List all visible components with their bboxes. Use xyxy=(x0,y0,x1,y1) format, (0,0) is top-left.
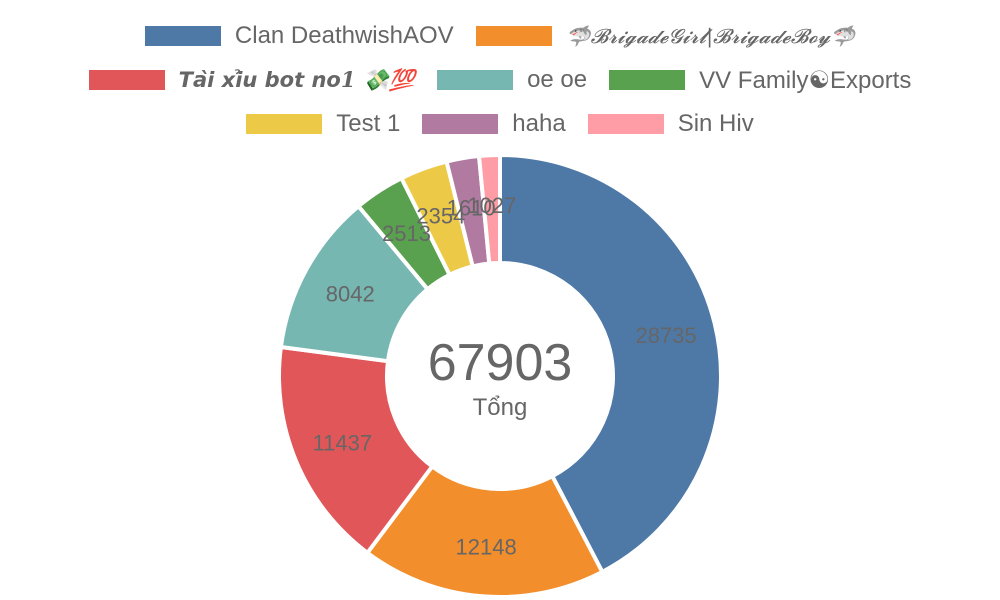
slice-value-label: 11437 xyxy=(313,430,373,455)
legend-item-brigade[interactable]: 🦈𝓑𝓻𝓲𝓰𝓪𝓭𝓮𝓖𝓲𝓻𝓵|𝓑𝓻𝓲𝓰𝓪𝓭𝓮𝓑𝓸𝔂🦈 xyxy=(475,24,856,48)
legend-item-sin-hiv[interactable]: Sin Hiv xyxy=(587,110,754,138)
legend-label: haha xyxy=(512,110,566,137)
slice-value-label: 1027 xyxy=(467,193,516,218)
slice-value-label: 8042 xyxy=(326,281,375,306)
legend: Clan DeathwishAOV 🦈𝓑𝓻𝓲𝓰𝓪𝓭𝓮𝓖𝓲𝓻𝓵|𝓑𝓻𝓲𝓰𝓪𝓭𝓮𝓑𝓸… xyxy=(0,14,1000,146)
donut-slice[interactable] xyxy=(364,463,605,599)
legend-label: 𝙏𝙖̀𝙞 𝙭𝙞̉𝙪 𝙗𝙤𝙩 𝙣𝙤1 💸💯 xyxy=(178,67,416,92)
slice-value-label: 2513 xyxy=(382,221,431,246)
legend-item-vv-family[interactable]: VV Family☯Exports xyxy=(609,66,911,95)
slice-value-label: 28735 xyxy=(635,323,696,348)
legend-item-tai-xiu-bot[interactable]: 𝙏𝙖̀𝙞 𝙭𝙞̉𝙪 𝙗𝙤𝙩 𝙣𝙤1 💸💯 xyxy=(88,67,416,93)
legend-swatch xyxy=(246,114,323,134)
legend-label: oe oe xyxy=(527,66,588,93)
legend-item-oe-oe[interactable]: oe oe xyxy=(437,66,587,94)
legend-row: 𝙏𝙖̀𝙞 𝙭𝙞̉𝙪 𝙗𝙤𝙩 𝙣𝙤1 💸💯 oe oe VV Family☯Exp… xyxy=(78,58,923,102)
legend-label: Clan DeathwishAOV xyxy=(234,22,454,49)
slice-value-label: 12148 xyxy=(456,534,517,559)
legend-label: VV Family☯Exports xyxy=(699,66,912,94)
legend-swatch xyxy=(587,114,664,134)
legend-item-clan-deathwishaov[interactable]: Clan DeathwishAOV xyxy=(144,22,454,50)
legend-item-haha[interactable]: haha xyxy=(422,110,566,138)
center-caption: Tổng xyxy=(473,394,528,421)
legend-swatch xyxy=(422,114,499,134)
legend-label: 🦈𝓑𝓻𝓲𝓰𝓪𝓭𝓮𝓖𝓲𝓻𝓵|𝓑𝓻𝓲𝓰𝓪𝓭𝓮𝓑𝓸𝔂🦈 xyxy=(565,24,856,48)
slice-value-label: 1610 xyxy=(447,195,496,220)
legend-row: Clan DeathwishAOV 🦈𝓑𝓻𝓲𝓰𝓪𝓭𝓮𝓖𝓲𝓻𝓵|𝓑𝓻𝓲𝓰𝓪𝓭𝓮𝓑𝓸… xyxy=(134,14,866,58)
legend-swatch xyxy=(88,70,165,90)
legend-row: Test 1 haha Sin Hiv xyxy=(235,102,764,146)
legend-label: Sin Hiv xyxy=(677,110,754,137)
donut-slice[interactable] xyxy=(498,152,723,575)
donut-slice[interactable] xyxy=(476,152,502,266)
legend-item-test-1[interactable]: Test 1 xyxy=(246,110,400,138)
legend-label: Test 1 xyxy=(336,110,401,137)
center-total: 67903 xyxy=(428,334,573,392)
legend-swatch xyxy=(437,70,514,90)
legend-swatch xyxy=(144,26,221,46)
slice-value-label: 2354 xyxy=(416,204,465,229)
donut-slices xyxy=(277,152,723,599)
legend-swatch xyxy=(609,70,686,90)
legend-swatch xyxy=(475,26,552,46)
donut-slice[interactable] xyxy=(277,344,436,556)
